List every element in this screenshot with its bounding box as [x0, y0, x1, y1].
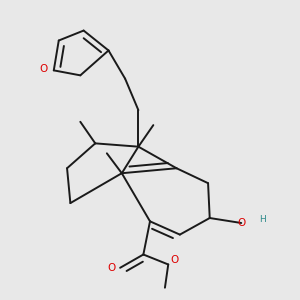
Text: O: O: [108, 263, 116, 273]
Text: O: O: [171, 256, 179, 266]
Text: O: O: [40, 64, 48, 74]
Text: O: O: [237, 218, 245, 228]
Text: H: H: [260, 215, 266, 224]
